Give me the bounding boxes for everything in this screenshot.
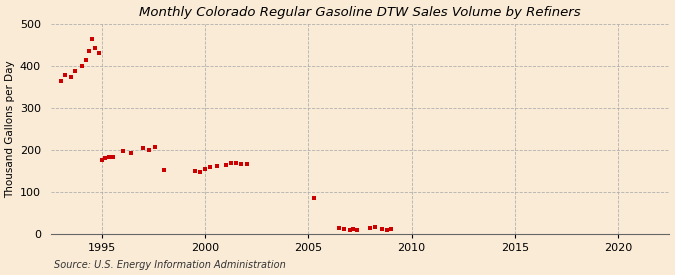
Text: Source: U.S. Energy Information Administration: Source: U.S. Energy Information Administ… (54, 260, 286, 270)
Point (344, 228, 355, 232)
Point (334, 226, 345, 230)
Y-axis label: Thousand Gallons per Day: Thousand Gallons per Day (5, 60, 16, 198)
Point (126, 151, 136, 155)
Point (370, 225, 381, 229)
Point (143, 148, 154, 152)
Point (231, 160, 242, 165)
Point (104, 155, 115, 159)
Point (59, 73, 70, 77)
Point (159, 168, 169, 172)
Point (70, 69, 81, 73)
Point (236, 162, 247, 166)
Point (97, 158, 107, 163)
Point (65, 75, 76, 79)
Point (241, 162, 252, 166)
Point (138, 145, 148, 150)
Point (225, 161, 236, 166)
Point (376, 227, 387, 232)
Point (200, 167, 211, 171)
Point (80, 57, 91, 62)
Point (100, 156, 111, 161)
Point (308, 196, 319, 200)
Point (83, 49, 94, 53)
Point (108, 155, 119, 159)
Point (338, 227, 349, 232)
Point (86, 36, 97, 41)
Point (76, 64, 87, 68)
Point (381, 228, 392, 232)
Point (149, 144, 160, 149)
Title: Monthly Colorado Regular Gasoline DTW Sales Volume by Refiners: Monthly Colorado Regular Gasoline DTW Sa… (139, 6, 580, 18)
Point (94, 51, 105, 56)
Point (221, 163, 232, 168)
Point (205, 164, 216, 169)
Point (348, 227, 358, 232)
Point (365, 226, 376, 231)
Point (55, 78, 66, 83)
Point (211, 164, 222, 169)
Point (352, 228, 362, 232)
Point (117, 148, 128, 153)
Point (194, 170, 205, 174)
Point (190, 169, 200, 173)
Point (90, 46, 101, 50)
Point (385, 227, 396, 232)
